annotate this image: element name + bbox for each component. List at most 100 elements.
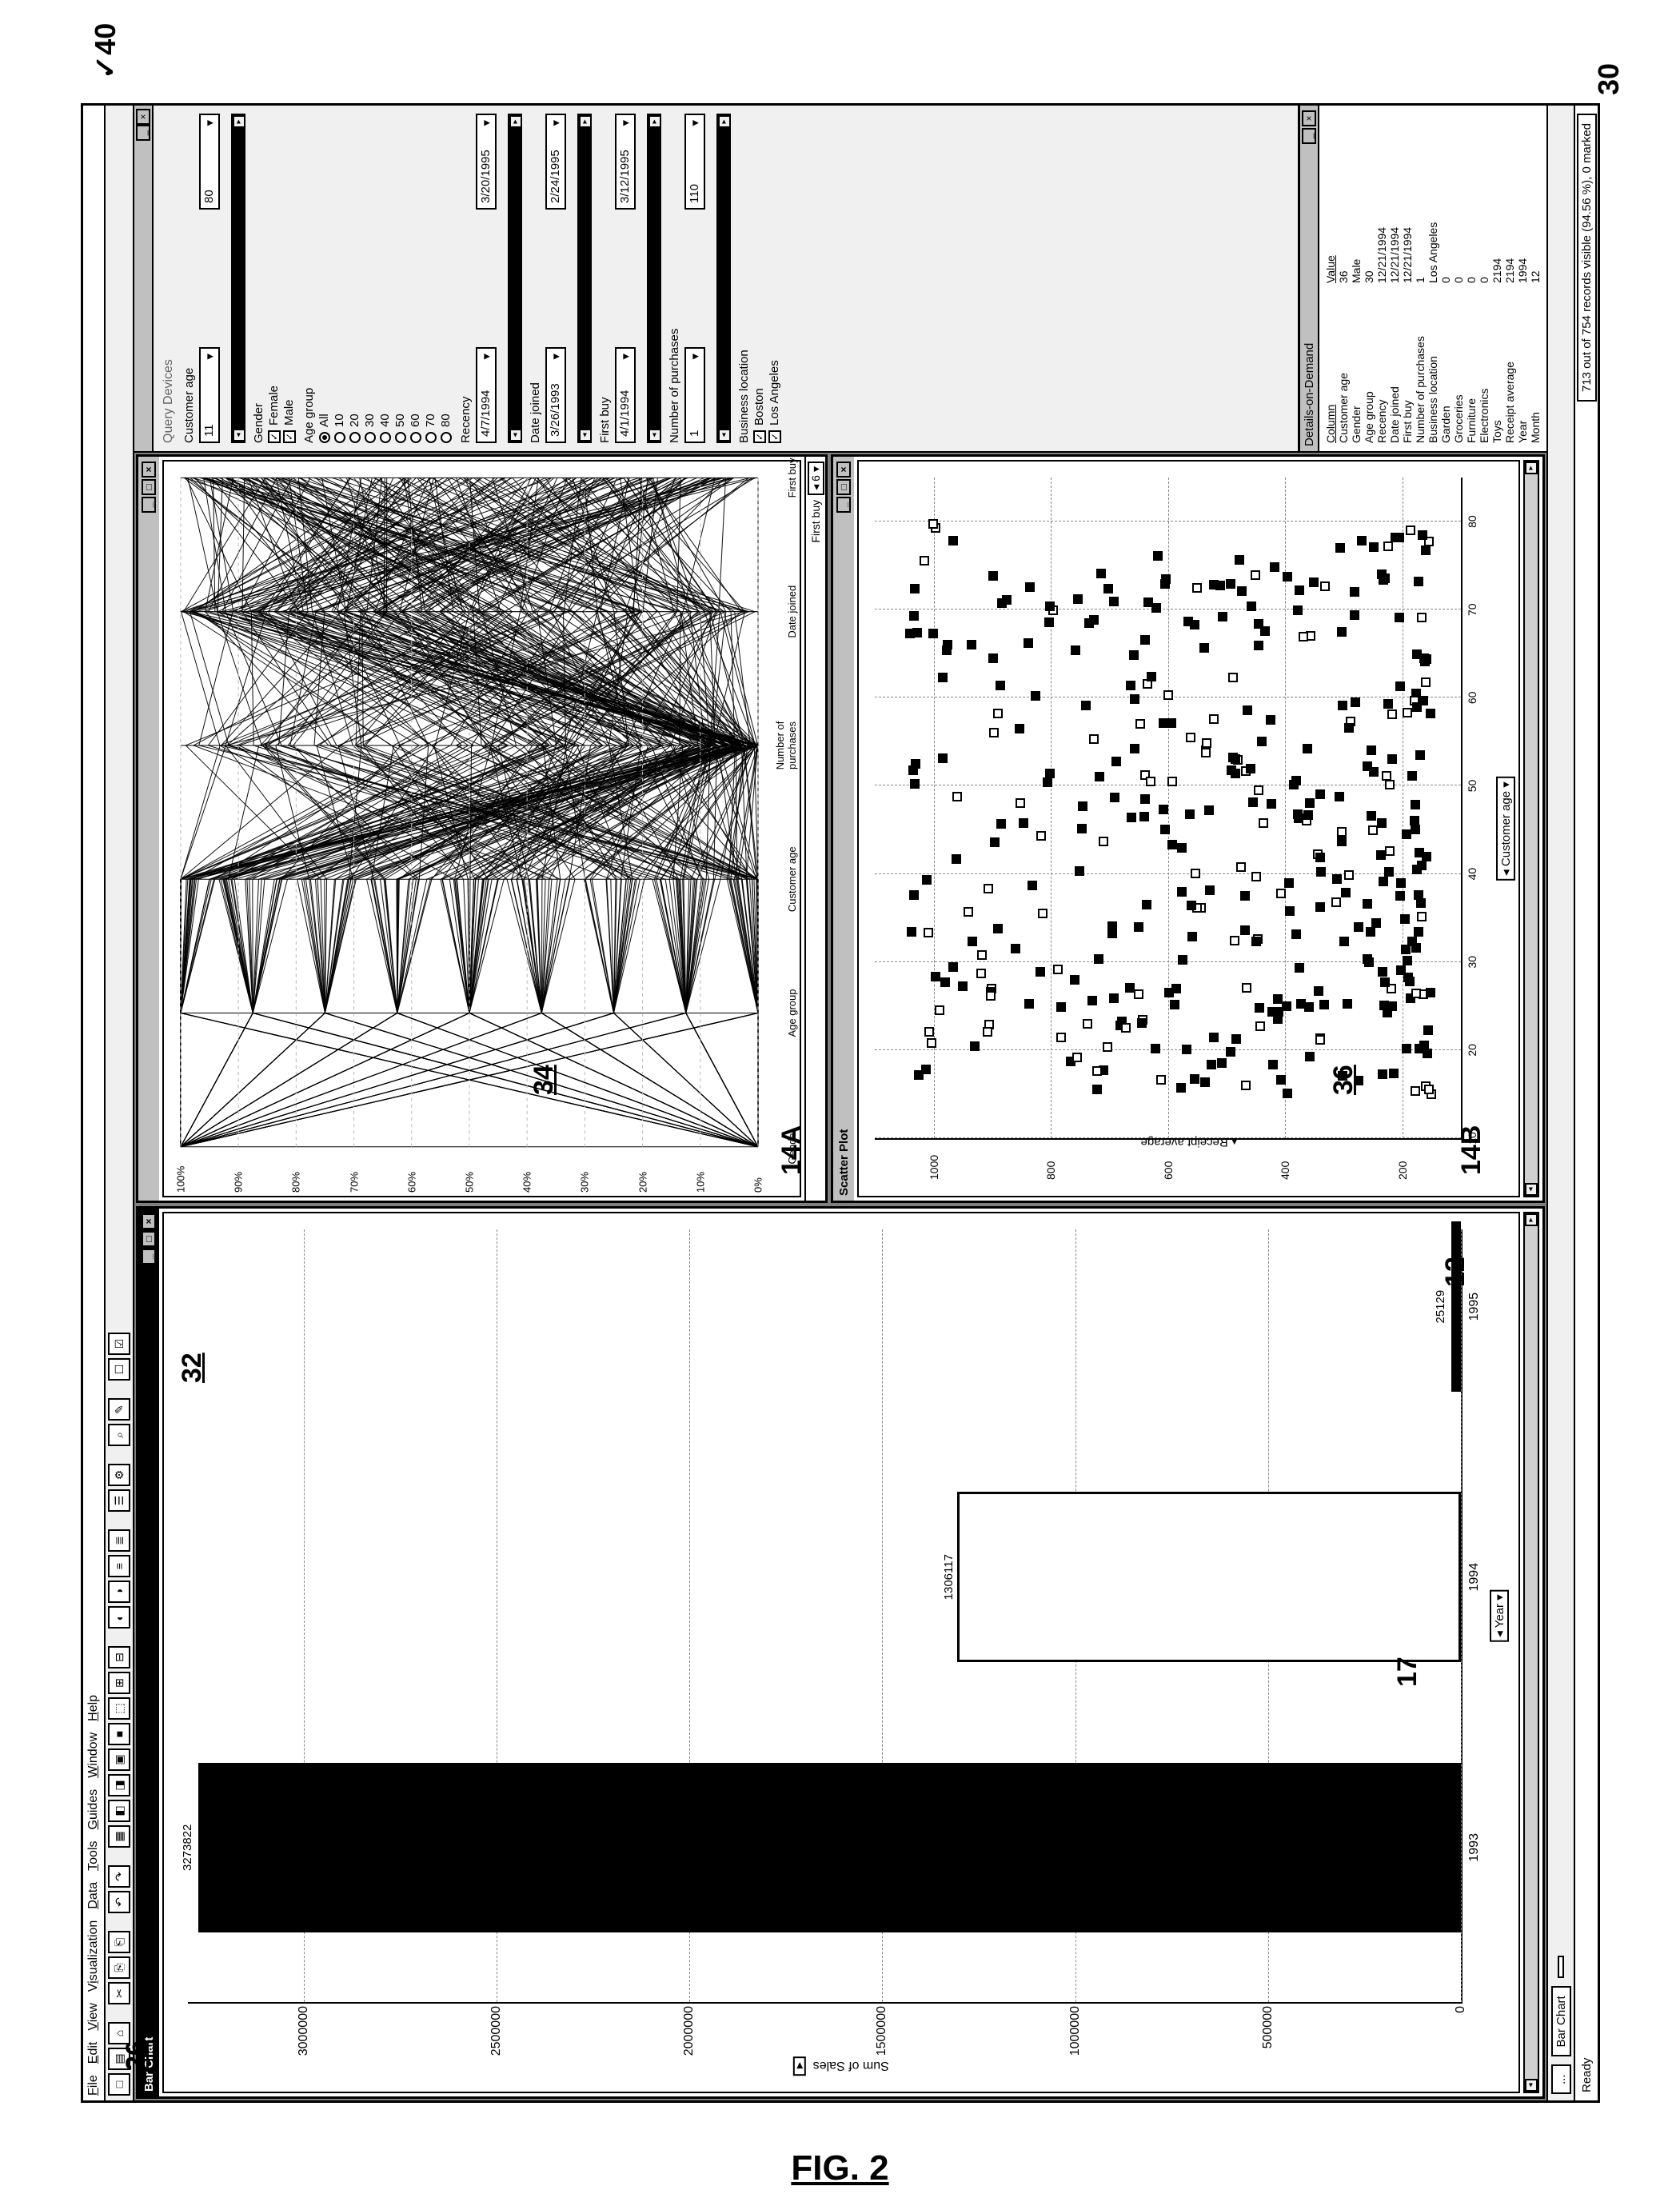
scatter-point[interactable] [1253, 785, 1263, 795]
scatter-point[interactable] [1259, 818, 1268, 828]
scatter-point[interactable] [1350, 587, 1359, 597]
scatter-point[interactable] [1282, 1001, 1291, 1011]
scatter-point[interactable] [1389, 1069, 1399, 1078]
toolbar-button[interactable]: ◑ [108, 1581, 130, 1603]
scatter-point[interactable] [952, 854, 961, 864]
scatter-point[interactable] [1140, 794, 1150, 804]
range-slider[interactable]: ◂▸ [647, 114, 661, 443]
scatter-point[interactable] [1367, 811, 1376, 821]
menu-data[interactable]: Data [86, 1882, 101, 1909]
scatter-point[interactable] [1426, 709, 1435, 718]
radio[interactable] [318, 432, 329, 443]
scatter-point[interactable] [1337, 837, 1347, 846]
scatter-point[interactable] [924, 1027, 933, 1037]
scatter-point[interactable] [1422, 852, 1431, 861]
scatter-point[interactable] [1098, 837, 1107, 846]
toolbar-button[interactable]: ⚙ [108, 1464, 130, 1486]
scatter-point[interactable] [1369, 542, 1379, 552]
scatter-point[interactable] [1384, 867, 1394, 877]
scatter-point[interactable] [988, 728, 998, 737]
scatter-point[interactable] [1253, 641, 1263, 650]
close-icon[interactable]: × [142, 462, 156, 478]
checkbox[interactable]: ✓ [267, 430, 280, 443]
scatter-point[interactable] [1208, 1033, 1218, 1042]
scatter-point[interactable] [948, 962, 958, 972]
scatter-point[interactable] [1423, 1025, 1433, 1035]
range-slider[interactable]: ◂▸ [577, 114, 592, 443]
scatter-point[interactable] [1395, 533, 1404, 542]
slider-right-handle[interactable]: ▸ [509, 115, 522, 128]
scatter-point[interactable] [952, 792, 961, 801]
scatter-point[interactable] [1315, 853, 1324, 862]
scatter-point[interactable] [1381, 771, 1391, 781]
scatter-point[interactable] [1192, 583, 1202, 593]
scatter-point[interactable] [1305, 798, 1315, 808]
scatter-point[interactable] [1225, 1047, 1235, 1057]
scatter-point[interactable] [1412, 702, 1422, 712]
scatter-point[interactable] [1133, 922, 1143, 932]
scatter-point[interactable] [1084, 618, 1094, 628]
scatter-point[interactable] [1201, 748, 1211, 757]
scatter-point[interactable] [1371, 918, 1381, 928]
scatter-point[interactable] [1260, 626, 1270, 636]
scatter-point[interactable] [1387, 709, 1397, 719]
pc-axis-label[interactable]: First buy [786, 434, 798, 522]
scatter-point[interactable] [1217, 612, 1227, 621]
pc-axis-label[interactable]: Number of purchases [774, 701, 798, 789]
scatter-point[interactable] [988, 653, 997, 663]
scatter-point[interactable] [1094, 772, 1103, 781]
range-max[interactable]: 3/12/1995▾ [615, 114, 636, 210]
scatter-point[interactable] [1395, 681, 1404, 691]
scatter-point[interactable] [1415, 750, 1425, 760]
scatter-point[interactable] [1418, 530, 1427, 540]
range-min[interactable]: 4/7/1994▾ [476, 347, 497, 443]
close-icon[interactable]: × [836, 462, 851, 478]
close-icon[interactable]: × [1302, 110, 1316, 126]
radio[interactable] [379, 432, 390, 443]
scatter-point[interactable] [1228, 753, 1238, 762]
scatter-point[interactable] [928, 519, 938, 529]
scatter-point[interactable] [1337, 701, 1347, 710]
tab-bar-chart[interactable]: Bar Chart [1550, 1986, 1570, 2056]
scatter-point[interactable] [1178, 955, 1187, 965]
scatter-point[interactable] [1337, 827, 1347, 837]
y-axis-label[interactable]: Sum of Sales ▾ [793, 2056, 889, 2076]
scatter-point[interactable] [1339, 937, 1348, 946]
scatter-point[interactable] [1186, 901, 1195, 910]
scatter-point[interactable] [976, 950, 986, 960]
minimize-icon[interactable]: _ [142, 1249, 156, 1265]
scatter-point[interactable] [1334, 792, 1343, 801]
scatter-point[interactable] [1231, 1034, 1240, 1044]
scatter-point[interactable] [1143, 597, 1152, 607]
scatter-point[interactable] [1394, 613, 1403, 622]
close-icon[interactable]: × [136, 109, 150, 125]
bar-chart-hscroll[interactable]: ◂ ▸ [1523, 1212, 1539, 2093]
scatter-point[interactable] [1155, 1075, 1165, 1085]
scatter-point[interactable] [1282, 1089, 1291, 1098]
scatter-point[interactable] [1127, 813, 1136, 822]
scatter-point[interactable] [968, 937, 977, 946]
scatter-point[interactable] [1303, 810, 1313, 820]
scatter-x-label[interactable]: ◂ Customer age ▾ [1496, 777, 1515, 881]
scatter-point[interactable] [1201, 738, 1211, 748]
maximize-icon[interactable]: □ [142, 479, 156, 495]
scatter-point[interactable] [1153, 551, 1163, 561]
scatter-point[interactable] [1108, 993, 1118, 1003]
scatter-point[interactable] [1250, 570, 1259, 580]
scatter-point[interactable] [1315, 1035, 1324, 1045]
scatter-point[interactable] [1316, 867, 1326, 877]
scatter-point[interactable] [937, 673, 947, 682]
scatter-point[interactable] [1410, 1086, 1419, 1096]
scatter-point[interactable] [1107, 929, 1117, 938]
scatter-point[interactable] [1375, 850, 1385, 860]
scatter-point[interactable] [1091, 1066, 1101, 1076]
pc-axis-label[interactable]: Age group [786, 969, 798, 1057]
parallel-plot[interactable]: 0%10%20%30%40%50%60%70%80%90%100%GenderA… [162, 460, 801, 1197]
scatter-point[interactable] [1045, 601, 1055, 611]
scatter-point[interactable] [1159, 579, 1169, 589]
scatter-point[interactable] [1170, 1000, 1179, 1009]
toolbar-button[interactable]: ✎ [108, 1398, 130, 1421]
range-min[interactable]: 1▾ [684, 347, 705, 443]
scatter-point[interactable] [1139, 812, 1149, 821]
scatter-point[interactable] [1189, 620, 1199, 629]
